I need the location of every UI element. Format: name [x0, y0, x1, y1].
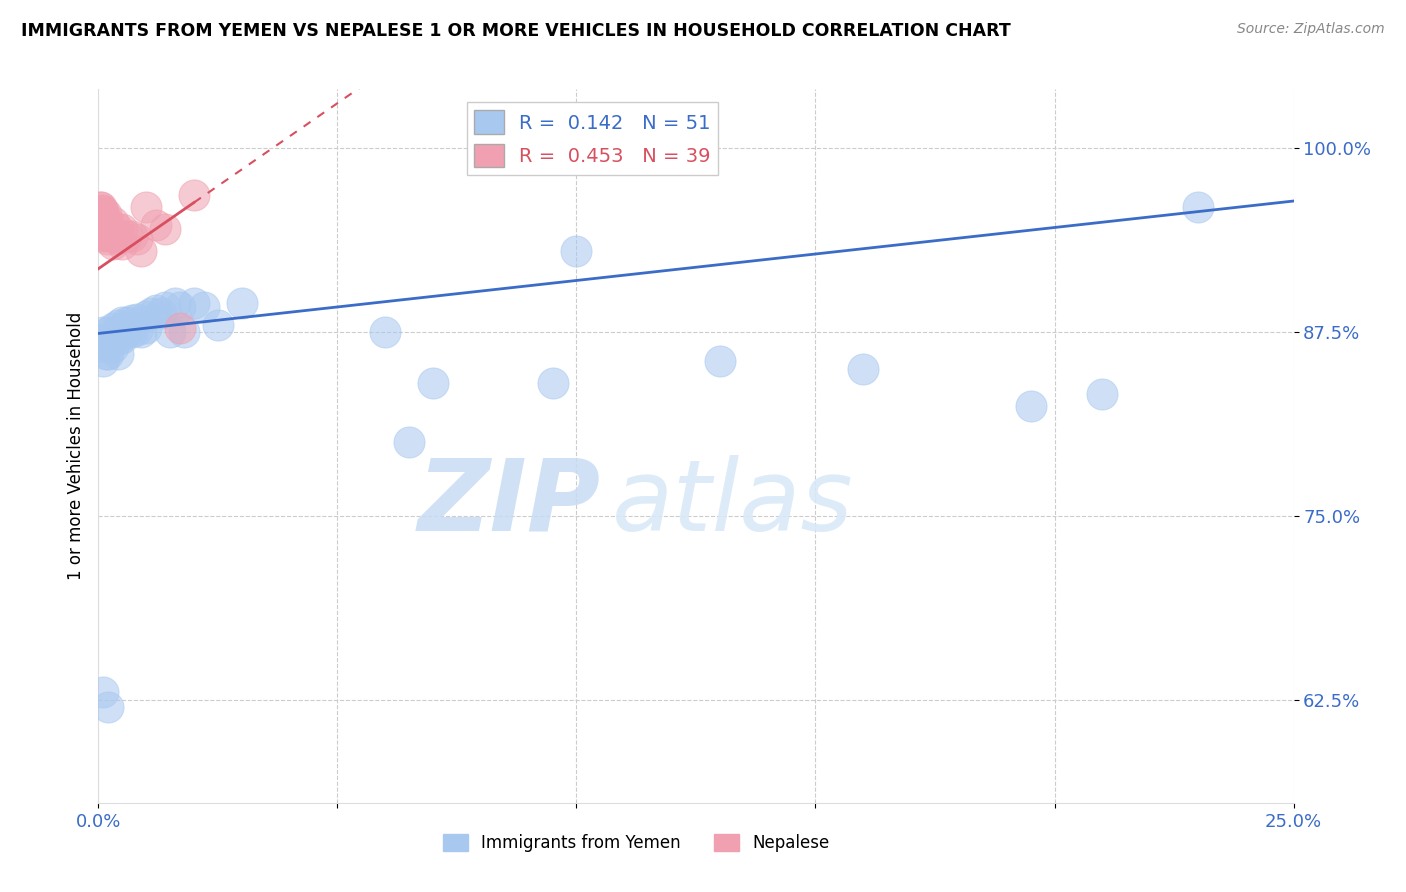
Legend: Immigrants from Yemen, Nepalese: Immigrants from Yemen, Nepalese	[436, 827, 837, 859]
Point	[97, 229, 120, 244]
Point	[97, 214, 120, 228]
Point	[125, 232, 148, 246]
Point	[97, 332, 120, 346]
Point	[90, 332, 112, 346]
Point	[91, 219, 114, 233]
Point	[98, 229, 122, 244]
Point	[107, 325, 129, 339]
Point	[97, 222, 120, 236]
Point	[1187, 200, 1209, 214]
Point	[121, 325, 143, 339]
Point	[107, 318, 129, 332]
Point	[135, 320, 157, 334]
Point	[111, 222, 134, 236]
Point	[155, 222, 177, 236]
Point	[115, 315, 138, 329]
Point	[139, 306, 162, 320]
Point	[374, 325, 396, 339]
Point	[1091, 386, 1114, 401]
Point	[107, 232, 129, 246]
Point	[111, 331, 134, 345]
Point	[131, 325, 153, 339]
Point	[101, 340, 124, 354]
Point	[169, 320, 191, 334]
Point	[101, 214, 124, 228]
Point	[135, 200, 157, 214]
Point	[101, 329, 124, 343]
Point	[121, 229, 143, 244]
Point	[97, 347, 120, 361]
Point	[91, 325, 114, 339]
Point	[115, 229, 138, 244]
Text: atlas: atlas	[613, 455, 853, 551]
Point	[96, 232, 118, 246]
Point	[159, 325, 181, 339]
Point	[169, 300, 191, 314]
Point	[91, 685, 114, 699]
Point	[97, 700, 120, 714]
Point	[145, 302, 167, 317]
Text: IMMIGRANTS FROM YEMEN VS NEPALESE 1 OR MORE VEHICLES IN HOUSEHOLD CORRELATION CH: IMMIGRANTS FROM YEMEN VS NEPALESE 1 OR M…	[21, 22, 1011, 40]
Point	[111, 315, 134, 329]
Point	[91, 354, 114, 368]
Point	[398, 435, 420, 450]
Point	[93, 218, 115, 232]
Point	[94, 218, 117, 232]
Point	[125, 311, 148, 326]
Point	[231, 295, 253, 310]
Point	[90, 207, 112, 221]
Point	[145, 218, 167, 232]
Point	[101, 227, 124, 241]
Point	[111, 320, 134, 334]
Point	[91, 218, 114, 232]
Text: ZIP: ZIP	[418, 455, 600, 551]
Point	[107, 222, 129, 236]
Point	[565, 244, 588, 258]
Point	[125, 324, 148, 338]
Point	[163, 295, 186, 310]
Point	[111, 236, 134, 251]
Point	[207, 318, 229, 332]
Point	[852, 361, 875, 376]
Point	[101, 320, 124, 334]
Point	[193, 300, 215, 314]
Point	[90, 214, 112, 228]
Point	[121, 313, 143, 327]
Text: Source: ZipAtlas.com: Source: ZipAtlas.com	[1237, 22, 1385, 37]
Point	[89, 200, 111, 214]
Point	[107, 347, 129, 361]
Point	[96, 227, 118, 241]
Point	[91, 340, 114, 354]
Point	[97, 325, 120, 339]
Point	[183, 295, 205, 310]
Point	[709, 354, 731, 368]
Point	[541, 376, 564, 391]
Y-axis label: 1 or more Vehicles in Household: 1 or more Vehicles in Household	[66, 312, 84, 580]
Point	[135, 309, 157, 323]
Point	[115, 325, 138, 339]
Point	[183, 188, 205, 202]
Point	[173, 325, 195, 339]
Point	[91, 202, 114, 217]
Point	[90, 222, 112, 236]
Point	[94, 207, 117, 221]
Point	[91, 204, 114, 219]
Point	[89, 207, 111, 221]
Point	[94, 227, 117, 241]
Point	[101, 236, 124, 251]
Point	[149, 306, 172, 320]
Point	[91, 229, 114, 244]
Point	[1019, 399, 1042, 413]
Point	[90, 200, 112, 214]
Point	[107, 332, 129, 346]
Point	[104, 229, 127, 244]
Point	[93, 211, 115, 226]
Point	[94, 347, 117, 361]
Point	[422, 376, 444, 391]
Point	[155, 300, 177, 314]
Point	[131, 244, 153, 258]
